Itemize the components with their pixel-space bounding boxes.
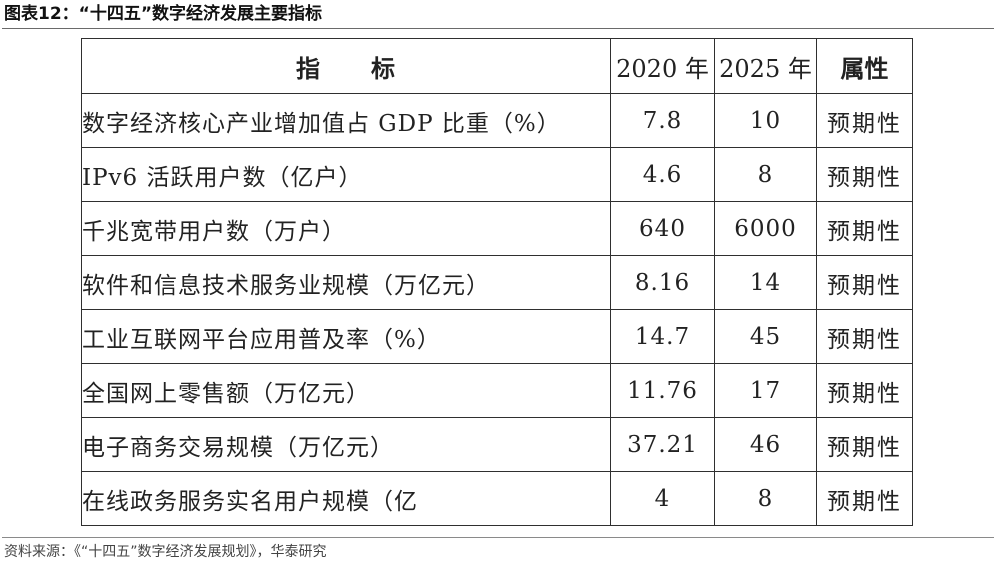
cell-2025: 45: [714, 309, 817, 364]
cell-2025: 17: [714, 363, 817, 418]
cell-attribute: 预期性: [816, 363, 913, 418]
cell-indicator: 在线政务服务实名用户规模（亿: [81, 471, 611, 526]
table-row: IPv6 活跃用户数（亿户） 4.6 8 预期性: [81, 147, 913, 202]
table-row: 数字经济核心产业增加值占 GDP 比重（%） 7.8 10 预期性: [81, 93, 913, 148]
header-attribute: 属性: [816, 38, 913, 94]
cell-2025: 8: [714, 471, 817, 526]
footer-divider: [2, 537, 994, 538]
table-row: 千兆宽带用户数（万户） 640 6000 预期性: [81, 201, 913, 256]
cell-2025: 46: [714, 417, 817, 472]
cell-2020: 8.16: [610, 255, 715, 310]
figure-title: 图表12：“十四五”数字经济发展主要指标: [4, 4, 323, 24]
header-year-2020: 2020 年: [610, 38, 715, 94]
cell-2020: 14.7: [610, 309, 715, 364]
title-divider: [2, 28, 994, 29]
table-row: 在线政务服务实名用户规模（亿 4 8 预期性: [81, 471, 913, 526]
cell-indicator: 工业互联网平台应用普及率（%）: [81, 309, 611, 364]
cell-2020: 4.6: [610, 147, 715, 202]
cell-attribute: 预期性: [816, 147, 913, 202]
cell-attribute: 预期性: [816, 471, 913, 526]
source-note: 资料来源：《“十四五”数字经济发展规划》，华泰研究: [4, 544, 327, 560]
cell-indicator: 全国网上零售额（万亿元）: [81, 363, 611, 418]
cell-2020: 4: [610, 471, 715, 526]
table-row: 软件和信息技术服务业规模（万亿元） 8.16 14 预期性: [81, 255, 913, 310]
cell-2025: 10: [714, 93, 817, 148]
cell-indicator: 千兆宽带用户数（万户）: [81, 201, 611, 256]
cell-indicator: 软件和信息技术服务业规模（万亿元）: [81, 255, 611, 310]
cell-indicator: IPv6 活跃用户数（亿户）: [81, 147, 611, 202]
cell-2025: 8: [714, 147, 817, 202]
cell-attribute: 预期性: [816, 417, 913, 472]
table-row: 工业互联网平台应用普及率（%） 14.7 45 预期性: [81, 309, 913, 364]
indicators-table: 指 标 2020 年 2025 年 属性 数字经济核心产业增加值占 GDP 比重…: [81, 38, 913, 526]
header-indicator: 指 标: [81, 38, 611, 94]
cell-attribute: 预期性: [816, 93, 913, 148]
cell-indicator: 数字经济核心产业增加值占 GDP 比重（%）: [81, 93, 611, 148]
cell-2025: 14: [714, 255, 817, 310]
cell-attribute: 预期性: [816, 255, 913, 310]
table-header-row: 指 标 2020 年 2025 年 属性: [81, 38, 913, 94]
table-row: 全国网上零售额（万亿元） 11.76 17 预期性: [81, 363, 913, 418]
header-year-2025: 2025 年: [714, 38, 817, 94]
cell-indicator: 电子商务交易规模（万亿元）: [81, 417, 611, 472]
cell-2020: 7.8: [610, 93, 715, 148]
cell-2020: 37.21: [610, 417, 715, 472]
cell-attribute: 预期性: [816, 201, 913, 256]
cell-2020: 11.76: [610, 363, 715, 418]
cell-attribute: 预期性: [816, 309, 913, 364]
cell-2025: 6000: [714, 201, 817, 256]
cell-2020: 640: [610, 201, 715, 256]
table-row: 电子商务交易规模（万亿元） 37.21 46 预期性: [81, 417, 913, 472]
